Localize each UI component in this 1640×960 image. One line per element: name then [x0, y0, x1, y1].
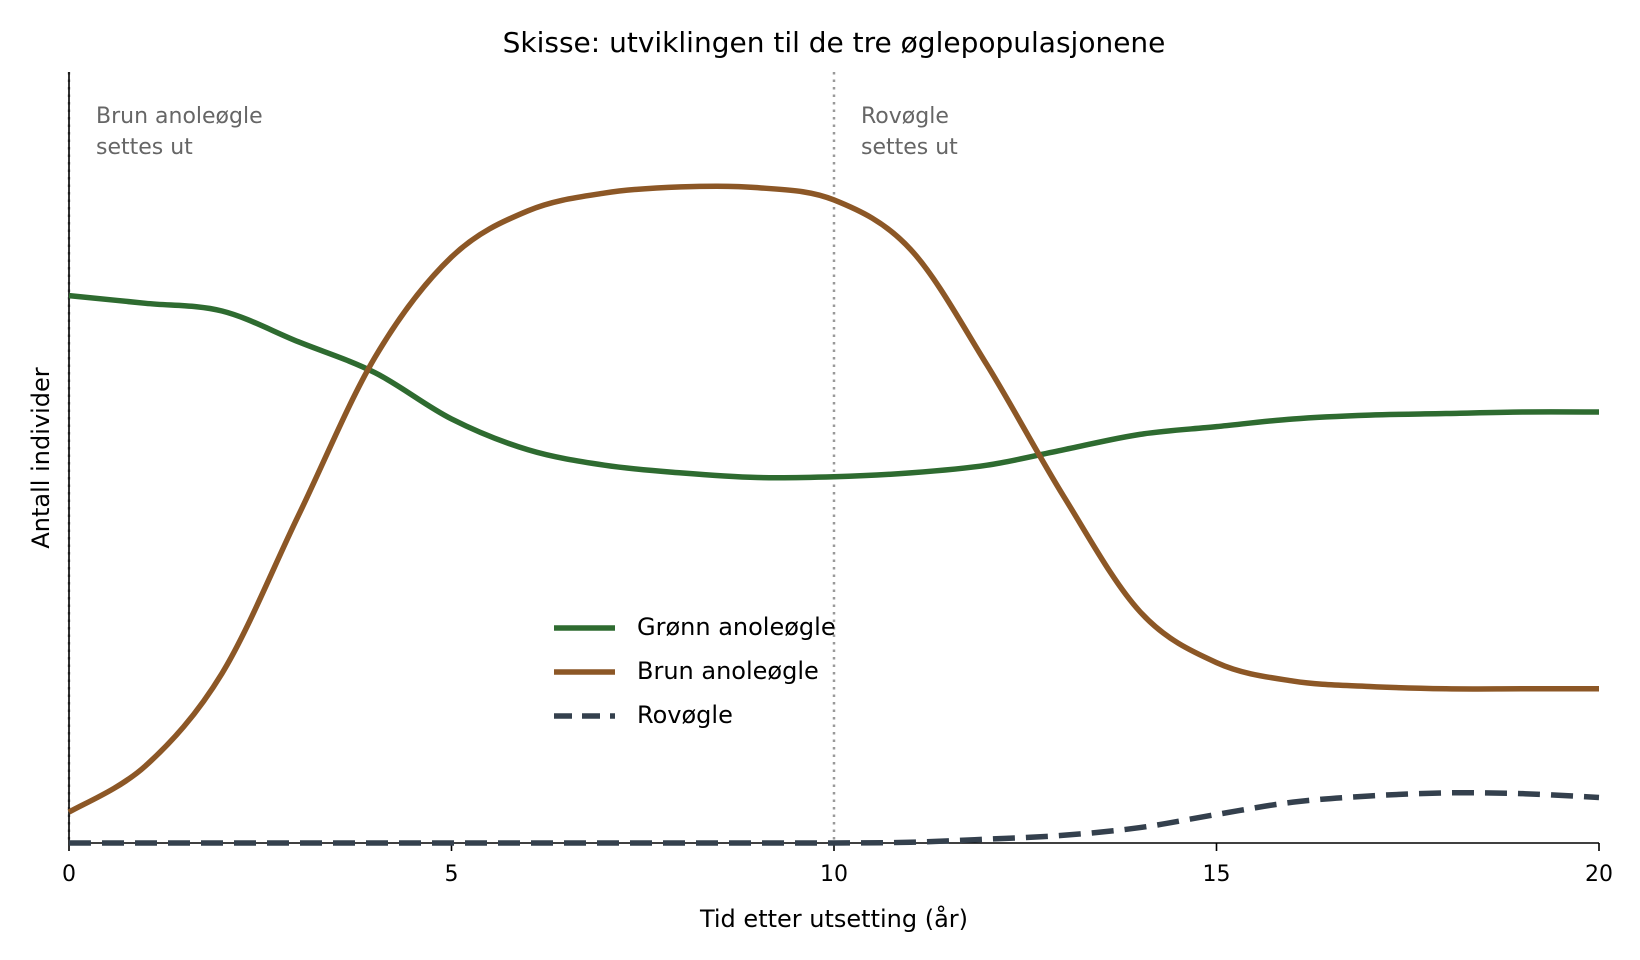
legend-label: Grønn anoleøgle	[637, 613, 836, 641]
x-tick-label: 15	[1203, 862, 1231, 887]
x-tick-label: 5	[445, 862, 459, 887]
y-axis-label: Antall individer	[27, 367, 55, 548]
annotation-text: settes ut	[861, 135, 958, 160]
legend-label: Brun anoleøgle	[637, 657, 819, 685]
annotation-text: Rovøgle	[861, 104, 949, 129]
x-tick-label: 20	[1585, 862, 1613, 887]
annotation-text: Brun anoleøgle	[96, 104, 263, 129]
x-axis-label: Tid etter utsetting (år)	[699, 904, 968, 933]
series-line	[69, 789, 1600, 846]
x-tick-label: 0	[62, 862, 76, 887]
chart-title: Skisse: utviklingen til de tre øglepopul…	[503, 26, 1166, 59]
series-line	[68, 292, 1600, 481]
annotation-text: settes ut	[96, 135, 193, 160]
x-tick-label: 10	[820, 862, 848, 887]
legend-label: Rovøgle	[637, 701, 733, 729]
series-line	[67, 183, 1599, 815]
